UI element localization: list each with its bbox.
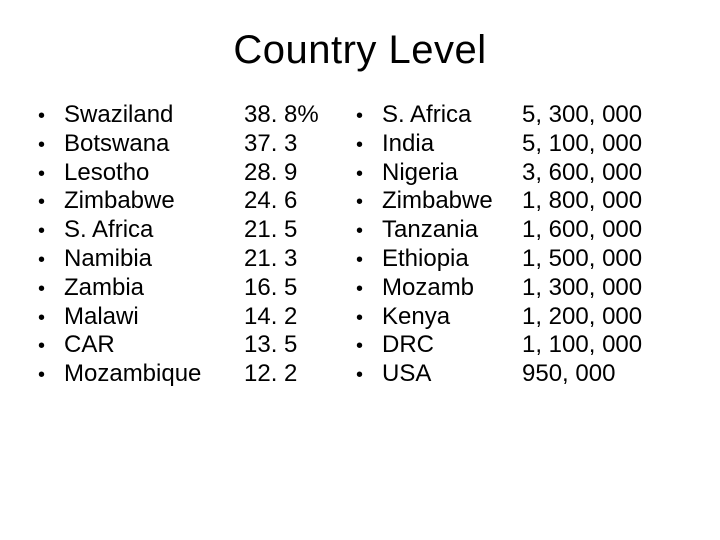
- country-name: Botswana: [64, 130, 244, 159]
- value-cell: 16. 5: [244, 274, 354, 303]
- value-cell: 5, 300, 000: [522, 101, 682, 130]
- list-item: •S. Africa5, 300, 000: [356, 101, 682, 130]
- bullet-icon: •: [356, 133, 382, 157]
- bullet-icon: •: [356, 248, 382, 272]
- bullet-icon: •: [38, 133, 64, 157]
- list-item: •Malawi14. 2: [38, 303, 354, 332]
- bullet-icon: •: [38, 219, 64, 243]
- country-name: Namibia: [64, 245, 244, 274]
- list-item: •Nigeria3, 600, 000: [356, 159, 682, 188]
- list-item: •Zimbabwe24. 6: [38, 187, 354, 216]
- list-item: •Tanzania1, 600, 000: [356, 216, 682, 245]
- country-name: DRC: [382, 331, 522, 360]
- bullet-icon: •: [356, 363, 382, 387]
- list-item: •Lesotho28. 9: [38, 159, 354, 188]
- list-item: •India5, 100, 000: [356, 130, 682, 159]
- right-column: •S. Africa5, 300, 000•India5, 100, 000•N…: [356, 101, 682, 389]
- value-cell: 28. 9: [244, 159, 354, 188]
- country-name: USA: [382, 360, 522, 389]
- value-cell: 21. 5: [244, 216, 354, 245]
- value-cell: 1, 800, 000: [522, 187, 682, 216]
- value-cell: 37. 3: [244, 130, 354, 159]
- value-cell: 13. 5: [244, 331, 354, 360]
- list-item: •CAR13. 5: [38, 331, 354, 360]
- country-name: Lesotho: [64, 159, 244, 188]
- list-item: •DRC1, 100, 000: [356, 331, 682, 360]
- country-name: Kenya: [382, 303, 522, 332]
- bullet-icon: •: [38, 104, 64, 128]
- bullet-icon: •: [38, 190, 64, 214]
- bullet-icon: •: [356, 190, 382, 214]
- list-item: •Botswana37. 3: [38, 130, 354, 159]
- country-name: Zimbabwe: [64, 187, 244, 216]
- value-cell: 38. 8%: [244, 101, 354, 130]
- bullet-icon: •: [356, 306, 382, 330]
- bullet-icon: •: [38, 334, 64, 358]
- list-item: •Swaziland38. 8%: [38, 101, 354, 130]
- country-name: Mozambique: [64, 360, 244, 389]
- bullet-icon: •: [38, 363, 64, 387]
- value-cell: 14. 2: [244, 303, 354, 332]
- country-name: Mozamb: [382, 274, 522, 303]
- country-name: Zimbabwe: [382, 187, 522, 216]
- right-list: •S. Africa5, 300, 000•India5, 100, 000•N…: [356, 101, 682, 389]
- slide: Country Level •Swaziland38. 8%•Botswana3…: [0, 0, 720, 540]
- bullet-icon: •: [38, 277, 64, 301]
- country-name: Tanzania: [382, 216, 522, 245]
- content-columns: •Swaziland38. 8%•Botswana37. 3•Lesotho28…: [30, 101, 690, 389]
- left-column: •Swaziland38. 8%•Botswana37. 3•Lesotho28…: [38, 101, 356, 389]
- list-item: •Zimbabwe1, 800, 000: [356, 187, 682, 216]
- left-list: •Swaziland38. 8%•Botswana37. 3•Lesotho28…: [38, 101, 354, 389]
- country-name: S. Africa: [382, 101, 522, 130]
- list-item: •USA950, 000: [356, 360, 682, 389]
- country-name: Zambia: [64, 274, 244, 303]
- country-name: CAR: [64, 331, 244, 360]
- value-cell: 12. 2: [244, 360, 354, 389]
- bullet-icon: •: [38, 248, 64, 272]
- list-item: •Kenya1, 200, 000: [356, 303, 682, 332]
- bullet-icon: •: [356, 219, 382, 243]
- list-item: •S. Africa21. 5: [38, 216, 354, 245]
- country-name: Nigeria: [382, 159, 522, 188]
- slide-title: Country Level: [30, 28, 690, 73]
- list-item: •Zambia16. 5: [38, 274, 354, 303]
- value-cell: 24. 6: [244, 187, 354, 216]
- value-cell: 1, 300, 000: [522, 274, 682, 303]
- list-item: •Namibia21. 3: [38, 245, 354, 274]
- bullet-icon: •: [356, 277, 382, 301]
- country-name: Swaziland: [64, 101, 244, 130]
- value-cell: 3, 600, 000: [522, 159, 682, 188]
- value-cell: 1, 100, 000: [522, 331, 682, 360]
- value-cell: 950, 000: [522, 360, 682, 389]
- country-name: S. Africa: [64, 216, 244, 245]
- value-cell: 1, 500, 000: [522, 245, 682, 274]
- list-item: •Mozamb1, 300, 000: [356, 274, 682, 303]
- country-name: Ethiopia: [382, 245, 522, 274]
- country-name: Malawi: [64, 303, 244, 332]
- list-item: •Ethiopia1, 500, 000: [356, 245, 682, 274]
- value-cell: 1, 600, 000: [522, 216, 682, 245]
- bullet-icon: •: [356, 334, 382, 358]
- country-name: India: [382, 130, 522, 159]
- value-cell: 21. 3: [244, 245, 354, 274]
- bullet-icon: •: [356, 162, 382, 186]
- list-item: •Mozambique12. 2: [38, 360, 354, 389]
- value-cell: 1, 200, 000: [522, 303, 682, 332]
- bullet-icon: •: [38, 306, 64, 330]
- bullet-icon: •: [356, 104, 382, 128]
- value-cell: 5, 100, 000: [522, 130, 682, 159]
- bullet-icon: •: [38, 162, 64, 186]
